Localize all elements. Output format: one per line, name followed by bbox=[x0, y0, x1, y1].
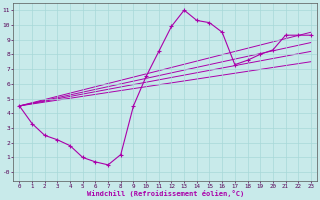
X-axis label: Windchill (Refroidissement éolien,°C): Windchill (Refroidissement éolien,°C) bbox=[86, 190, 244, 197]
